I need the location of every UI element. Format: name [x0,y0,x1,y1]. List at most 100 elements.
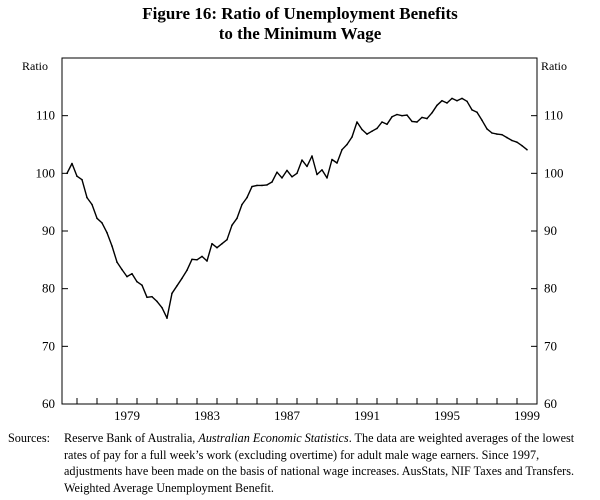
plot-frame [61,57,538,405]
data-point [86,196,88,199]
y-axis-label-left: Ratio [22,59,48,73]
data-point [256,184,258,187]
data-point [91,203,93,206]
y-tick-label-left: 60 [42,396,55,411]
sources-text-post: . The data are weighted averages of the … [64,431,575,495]
data-point [296,172,298,175]
data-point [526,148,528,151]
data-point [431,112,433,114]
y-axis-label-right: Ratio [541,59,567,73]
data-point [451,97,453,100]
y-tick-label-left: 90 [42,223,55,238]
data-point [141,284,143,287]
data-point [366,133,368,135]
data-point [131,272,133,275]
data-point [376,127,378,130]
y-tick-label-right: 110 [544,108,563,123]
data-point [271,181,273,183]
data-point [106,231,108,234]
x-tick-label: 1983 [194,408,220,423]
data-point [306,165,308,168]
x-tick-label: 1991 [354,408,380,423]
data-point [356,121,358,123]
data-point [266,184,268,186]
y-tick-label-right: 100 [544,165,564,180]
data-point [261,184,263,187]
data-point [416,121,418,123]
sources-text: Reserve Bank of Australia, Australian Ec… [64,430,598,496]
data-point [201,255,203,258]
data-point [116,261,118,263]
data-point [151,295,153,298]
data-point [71,162,73,165]
data-point [421,116,423,119]
data-point [156,300,158,303]
data-point [496,133,498,135]
y-tick-label-left: 110 [36,108,55,123]
data-point [436,104,438,107]
data-point [391,116,393,118]
x-tick-label: 1979 [114,408,140,423]
data-point [316,173,318,176]
sources-publication: Australian Economic Statistics [198,431,349,445]
series-layer [66,97,528,319]
data-point [346,143,348,146]
data-point [246,196,248,199]
data-point [206,260,208,262]
data-point [276,171,278,173]
data-point [136,280,138,283]
data-point [81,178,83,181]
data-point [146,296,148,299]
data-point [181,277,183,280]
data-point [196,259,198,261]
data-point [501,133,503,136]
data-point [341,148,343,151]
data-point [486,128,488,130]
data-point [411,120,413,123]
data-point [326,177,328,179]
data-point [191,258,193,261]
data-point [491,132,493,134]
x-tick-label: 1995 [434,408,460,423]
data-point [121,268,123,271]
y-tick-label-right: 80 [544,281,557,296]
data-point [471,109,473,111]
data-point [386,123,388,126]
data-point [371,130,373,132]
y-tick-label-right: 90 [544,223,557,238]
data-point [291,176,293,178]
data-point [186,269,188,272]
data-point [221,242,223,245]
data-point [241,203,243,206]
y-tick-label-right: 60 [544,396,557,411]
data-point [176,285,178,287]
y-tick-label-left: 80 [42,281,55,296]
data-point [236,217,238,220]
data-point [506,136,508,139]
data-point [351,136,353,138]
data-point [321,169,323,171]
data-point [311,155,313,157]
data-point [511,139,513,142]
data-point [521,144,523,147]
data-point [211,242,213,245]
data-point [381,121,383,123]
data-point [461,97,463,100]
data-point [101,222,103,224]
data-point [171,292,173,295]
data-point [466,100,468,103]
data-point [281,177,283,179]
y-tick-label-left: 100 [36,165,56,180]
sources-note: Sources: Reserve Bank of Australia, Aust… [8,430,598,496]
data-point [161,306,163,309]
data-point [396,113,398,116]
data-point [426,117,428,120]
data-point [401,114,403,117]
data-point [286,169,288,172]
y-tick-label-left: 70 [42,338,55,353]
data-point [226,238,228,241]
data-point [231,224,233,226]
chart-canvas: Ratio Ratio 60 60 70 70 80 80 90 90 100 100 110 110… [22,57,567,423]
data-point [481,119,483,122]
data-point [251,185,253,188]
